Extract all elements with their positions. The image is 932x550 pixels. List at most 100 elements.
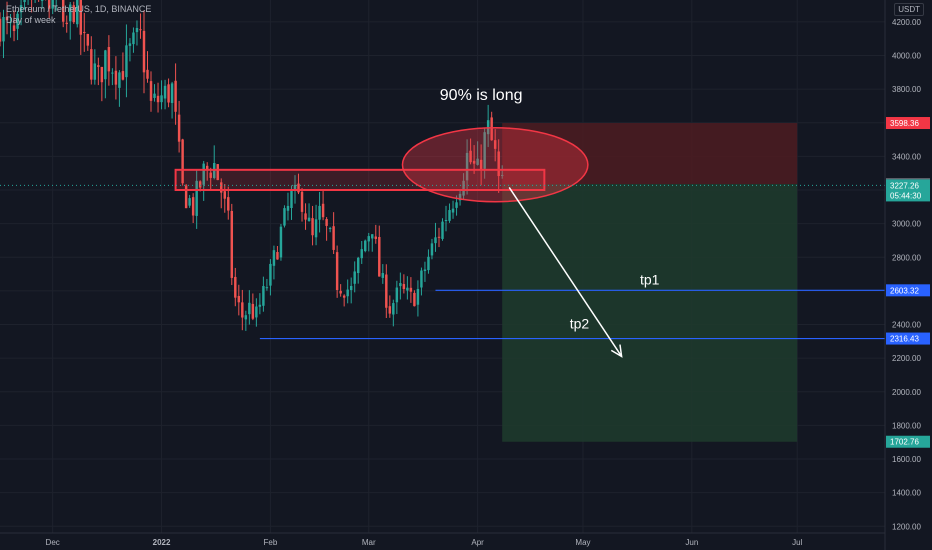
- candle-body: [156, 95, 160, 103]
- price-tick-label: 2400.00: [892, 321, 921, 330]
- currency-badge[interactable]: USDT: [894, 3, 924, 16]
- candle-body: [195, 180, 198, 216]
- candle-body: [167, 84, 170, 103]
- candle-body: [441, 221, 444, 239]
- candle-body: [205, 165, 209, 171]
- candle-body: [83, 31, 86, 33]
- candle-body: [47, 0, 51, 9]
- candle-body: [311, 218, 314, 236]
- candle-body: [497, 151, 500, 177]
- candle-body: [381, 273, 385, 278]
- candle-body: [248, 302, 251, 315]
- candle-body: [184, 185, 188, 209]
- highlight-ellipse: [401, 127, 589, 203]
- candle-body: [472, 160, 476, 164]
- indicator-name[interactable]: Day of week: [6, 15, 56, 25]
- candle-body: [0, 18, 2, 42]
- candle-body: [353, 271, 356, 284]
- take-profit-zone: [502, 184, 798, 442]
- time-tick-label: Jun: [685, 538, 698, 547]
- candle-body: [188, 198, 191, 206]
- candle-body: [132, 32, 135, 45]
- candle-body: [465, 152, 469, 181]
- candle-body: [16, 13, 19, 29]
- candle-body: [416, 288, 420, 305]
- price-labels: 3598.363235.493227.2605:44:302603.322316…: [886, 117, 930, 448]
- trend-arrow-line: [508, 187, 623, 357]
- candle-body: [149, 81, 153, 101]
- price-tick-label: 2000.00: [892, 388, 921, 397]
- candle-body: [423, 269, 427, 272]
- candle-body: [420, 270, 423, 288]
- candle-body: [72, 5, 75, 23]
- annotation-text: 90% is long: [440, 87, 523, 104]
- candle-body: [437, 236, 441, 238]
- candle-body: [12, 25, 16, 32]
- price-axis-label-bg: [886, 435, 930, 448]
- candle-body: [427, 256, 430, 271]
- price-axis-label-bg: [886, 117, 930, 130]
- price-tick-label: 1600.00: [892, 455, 921, 464]
- candle-body: [237, 295, 241, 303]
- candle-body: [490, 117, 493, 141]
- candle-body: [142, 30, 146, 73]
- candle-body: [170, 83, 174, 103]
- candle-body: [51, 0, 54, 9]
- candle-body: [483, 132, 486, 169]
- stop-loss-zone: [502, 123, 798, 185]
- price-axis-label-bg: [886, 189, 930, 202]
- candle-body: [139, 29, 142, 31]
- time-tick-label: Mar: [362, 538, 376, 547]
- candle-body: [364, 240, 367, 252]
- candle-body: [339, 290, 342, 294]
- candle-body: [174, 80, 177, 112]
- candle-body: [371, 234, 374, 239]
- candle-body: [332, 226, 335, 250]
- candle-body: [19, 5, 23, 13]
- candle-body: [434, 237, 437, 244]
- candle-body: [392, 303, 395, 315]
- candle-body: [146, 69, 149, 79]
- candle-body: [258, 304, 262, 307]
- price-axis-label-bg: [886, 179, 930, 192]
- candle-body: [307, 217, 311, 221]
- candle-body: [367, 236, 370, 242]
- symbol-title[interactable]: Ethereum / TetherUS, 1D, BINANCE: [6, 4, 152, 14]
- candle-body: [128, 43, 132, 46]
- candle-body: [265, 287, 269, 289]
- candle-body: [272, 250, 276, 266]
- price-tick-label: 1800.00: [892, 421, 921, 430]
- candle-body: [409, 287, 413, 292]
- candle-body: [153, 93, 156, 98]
- candle-body: [493, 140, 497, 149]
- candle-body: [125, 45, 128, 78]
- candle-body: [399, 283, 402, 287]
- candle-body: [286, 205, 290, 211]
- price-axis-label: 05:44:30: [890, 191, 922, 200]
- candle-body: [455, 202, 458, 208]
- price-tick-label: 1400.00: [892, 489, 921, 498]
- candle-body: [65, 22, 68, 25]
- candle-body: [290, 190, 293, 209]
- price-axis-label: 3227.26: [890, 181, 919, 190]
- candle-body: [97, 65, 100, 67]
- drawings: tp1 tp2 90% is long: [0, 87, 885, 358]
- candle-body: [191, 197, 195, 216]
- candle-body: [342, 295, 346, 298]
- candle-body: [318, 205, 321, 220]
- price-tick-label: 4000.00: [892, 51, 921, 60]
- candle-body: [262, 286, 265, 306]
- candle-body: [360, 249, 363, 259]
- time-axis[interactable]: Dec 2022 Feb Mar Apr May Jun Jul: [0, 532, 885, 547]
- candle-body: [163, 85, 167, 99]
- candle-body: [111, 72, 114, 74]
- candle-body: [314, 219, 318, 238]
- candle-body: [349, 285, 353, 291]
- candle-body: [5, 16, 9, 21]
- candle-body: [107, 47, 111, 72]
- candle-body: [448, 210, 451, 221]
- candle-body: [388, 306, 392, 314]
- candle-body: [374, 236, 378, 239]
- time-tick-label: 2022: [153, 538, 171, 547]
